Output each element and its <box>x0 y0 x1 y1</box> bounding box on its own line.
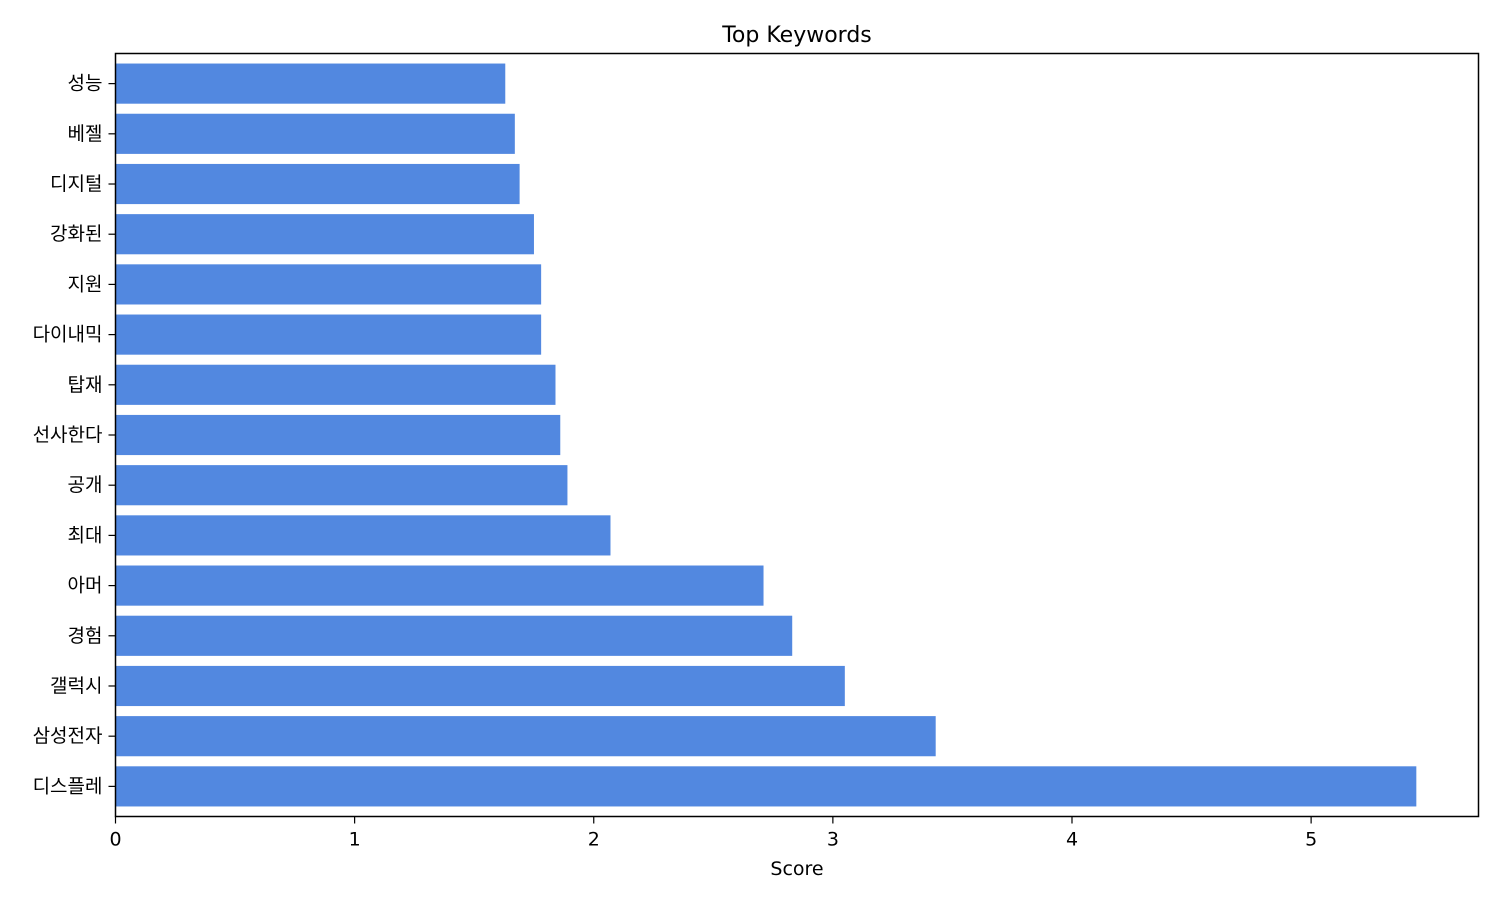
y-tick-label: 디스플레 <box>33 775 103 797</box>
y-tick-label: 선사한다 <box>33 424 103 446</box>
chart-title: Top Keywords <box>721 23 872 48</box>
x-tick-label: 2 <box>588 829 600 851</box>
bars-group <box>115 63 1417 807</box>
bar <box>115 515 611 556</box>
y-tick-label: 다이내믹 <box>33 324 103 346</box>
y-tick-label: 탑재 <box>68 374 103 396</box>
x-axis-ticks: 0 1 2 3 4 5 <box>109 816 1317 851</box>
y-tick-label: 공개 <box>68 474 103 496</box>
y-tick-label: 디지털 <box>50 173 102 195</box>
x-tick-label: 3 <box>827 829 839 851</box>
y-tick-label: 갤럭시 <box>50 675 102 697</box>
bar <box>115 63 506 104</box>
x-axis-label: Score <box>770 858 823 880</box>
bar <box>115 414 561 456</box>
plot-frame <box>114 52 1480 818</box>
y-tick-label: 최대 <box>68 524 103 546</box>
bar <box>115 314 542 355</box>
bar <box>115 665 845 707</box>
bar <box>115 364 556 405</box>
y-tick-label: 삼성전자 <box>33 725 103 747</box>
bar <box>115 615 793 656</box>
y-tick-label: 성능 <box>68 73 103 95</box>
y-tick-label: 강화된 <box>50 223 102 245</box>
y-tick-label: 경험 <box>68 625 103 647</box>
bar <box>115 113 515 154</box>
y-axis-ticks: 성능베젤디지털강화된지원다이내믹탑재선사한다공개최대아머경험갤럭시삼성전자디스플… <box>33 73 116 797</box>
y-tick-label: 베젤 <box>68 123 103 145</box>
bar <box>115 465 568 506</box>
y-tick-label: 지원 <box>68 273 103 295</box>
bar <box>115 766 1417 807</box>
bar <box>115 214 534 255</box>
x-tick-label: 4 <box>1066 829 1078 851</box>
bar <box>115 716 936 757</box>
x-tick-label: 1 <box>349 829 361 851</box>
y-tick-label: 아머 <box>68 575 103 597</box>
bar <box>115 163 520 205</box>
x-tick-label: 5 <box>1305 829 1317 851</box>
x-tick-label: 0 <box>109 829 121 851</box>
bar <box>115 264 542 305</box>
bar <box>115 565 764 606</box>
